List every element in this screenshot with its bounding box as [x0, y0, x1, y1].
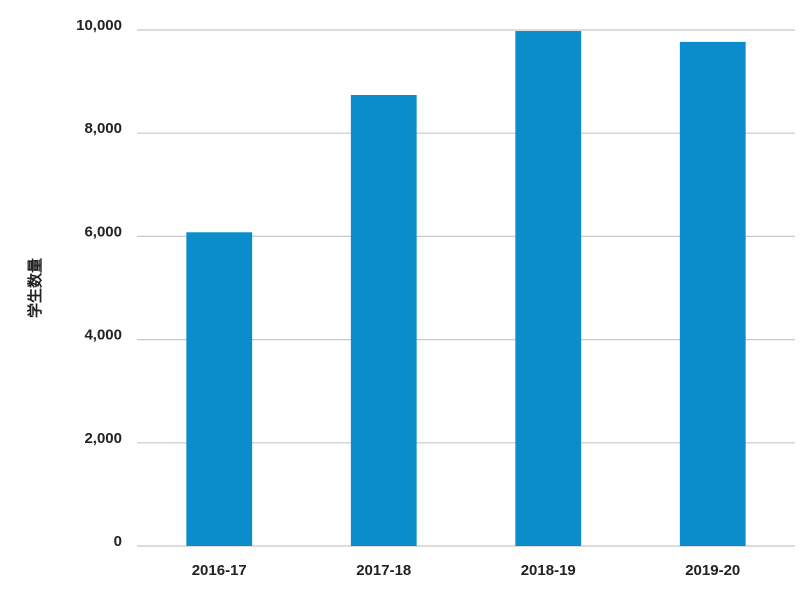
y-tick-label: 2,000: [84, 430, 122, 447]
y-tick-label: 0: [114, 533, 122, 550]
bar: [515, 31, 582, 547]
bar: [350, 95, 417, 547]
y-tick-label: 6,000: [84, 223, 122, 240]
y-tick-label: 4,000: [84, 327, 122, 344]
y-tick-label: 8,000: [84, 120, 122, 137]
bar: [186, 232, 253, 546]
bar: [679, 41, 746, 546]
y-axis-label: 学生数量: [26, 258, 44, 318]
x-tick-label: 2016-17: [192, 562, 247, 579]
y-tick-label: 10,000: [76, 17, 122, 34]
x-tick-label: 2019-20: [685, 562, 740, 579]
x-tick-label: 2018-19: [521, 562, 576, 579]
x-tick-label: 2017-18: [356, 562, 411, 579]
